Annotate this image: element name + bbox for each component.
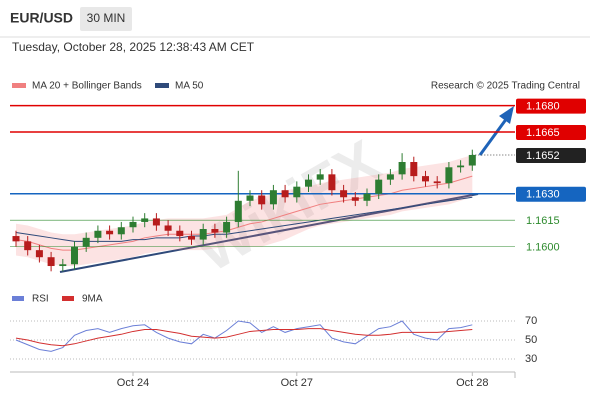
- legend-label: MA 20 + Bollinger Bands: [32, 81, 142, 92]
- level-label: 1.1615: [526, 215, 560, 227]
- candle-body: [258, 195, 266, 205]
- candle-body: [223, 221, 231, 233]
- candle-body: [293, 186, 301, 198]
- moving-average: [15, 175, 473, 251]
- rsi-tick-label: 30: [525, 353, 537, 365]
- candle-body: [59, 264, 67, 267]
- candle-body: [269, 190, 277, 205]
- level-label: 1.1600: [526, 242, 560, 254]
- candle-body: [386, 174, 394, 180]
- candle-body: [82, 237, 90, 247]
- candle-body: [375, 179, 383, 194]
- candle-body: [164, 225, 172, 231]
- credit: Research © 2025 Trading Central: [431, 81, 580, 92]
- price-label: 1.1652: [526, 150, 560, 162]
- timeframe-badge: [80, 7, 132, 31]
- legend-swatch: [12, 296, 24, 301]
- level-label: 1.1665: [526, 127, 560, 139]
- legend-label: RSI: [32, 294, 49, 305]
- candle-body: [234, 200, 242, 222]
- candle-body: [340, 190, 348, 198]
- candle-body: [398, 162, 406, 175]
- candle-body: [176, 230, 184, 237]
- level-label: 1.1630: [526, 189, 560, 201]
- legend-label: MA 50: [175, 81, 204, 92]
- candle-body: [281, 190, 289, 198]
- legend-swatch: [12, 83, 26, 88]
- candle-body: [188, 236, 195, 240]
- candle-body: [129, 221, 137, 228]
- candle-body: [47, 257, 55, 267]
- rsi-tick-label: 50: [525, 334, 537, 346]
- legend-swatch: [155, 83, 169, 88]
- rsi-line: [15, 320, 473, 352]
- forecast-arrow: [478, 117, 509, 156]
- level-box: [516, 98, 586, 114]
- candle-body: [117, 227, 125, 235]
- moving-average: [15, 196, 473, 242]
- candle-body: [152, 218, 160, 226]
- x-tick-label: Oct 28: [456, 377, 488, 389]
- candle-body: [316, 174, 324, 180]
- candle-body: [246, 195, 254, 201]
- level-label: 1.1680: [526, 100, 560, 112]
- rsi-tick-label: 70: [525, 315, 537, 327]
- price-box: [516, 147, 586, 163]
- candle-body: [24, 241, 32, 251]
- candle-body: [422, 176, 429, 182]
- subtitle: Tuesday, October 28, 2025 12:38:43 AM CE…: [12, 40, 255, 54]
- candle-body: [410, 162, 418, 177]
- candle-body: [457, 165, 465, 168]
- level-box: [516, 186, 586, 202]
- candle-body: [211, 229, 219, 233]
- candle-body: [71, 246, 78, 265]
- candle-body: [363, 193, 371, 201]
- timeframe: 30 MIN: [87, 11, 126, 25]
- rsi-line: [15, 328, 473, 347]
- candle-body: [433, 181, 441, 184]
- candle-body: [199, 229, 207, 240]
- x-tick-label: Oct 27: [281, 377, 313, 389]
- candle-body: [141, 218, 149, 222]
- candle-body: [468, 154, 476, 166]
- candle-body: [328, 174, 336, 191]
- candle-body: [445, 167, 453, 184]
- level-box: [516, 125, 586, 141]
- arrow-head: [499, 106, 514, 124]
- legend-label: 9MA: [82, 294, 103, 305]
- candle-body: [351, 197, 359, 201]
- legend-swatch: [62, 296, 74, 301]
- candle-body: [35, 250, 43, 258]
- candle-body: [12, 236, 20, 242]
- symbol: EUR/USD: [10, 10, 73, 26]
- candle-body: [305, 179, 312, 187]
- candle-body: [94, 230, 102, 238]
- x-tick-label: Oct 24: [117, 377, 149, 389]
- candle-body: [106, 230, 114, 235]
- bollinger-band: [16, 154, 473, 267]
